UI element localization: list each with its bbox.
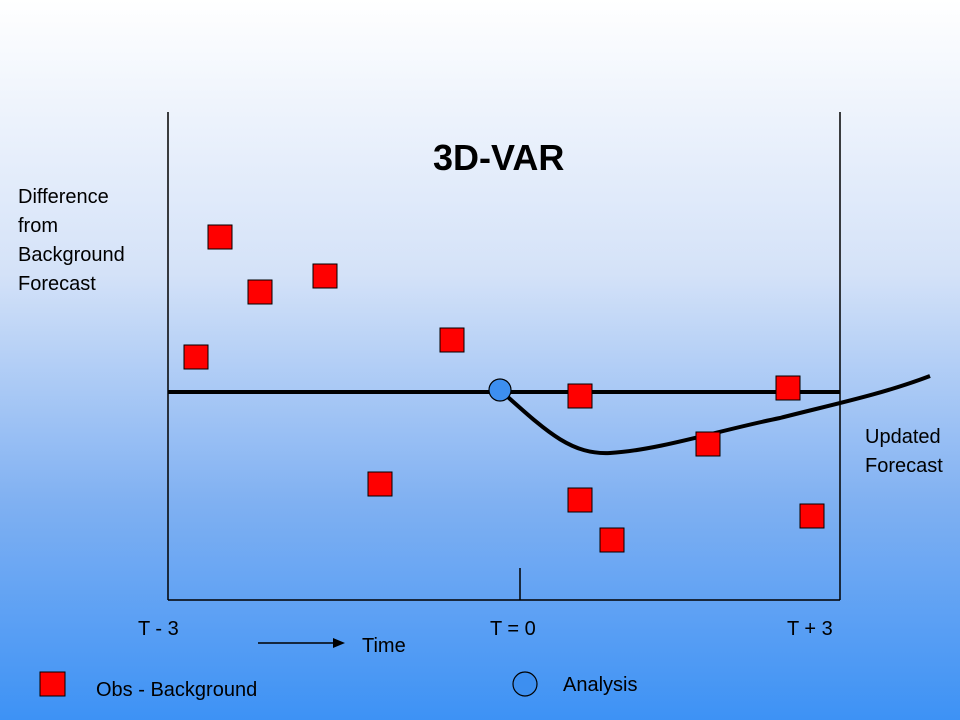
- analysis-point: [488, 378, 512, 402]
- obs-marker: [439, 327, 465, 353]
- y-axis-label-line: Background: [18, 244, 125, 266]
- obs-marker: [567, 487, 593, 513]
- tick-label-t-0: T = 0: [490, 618, 536, 640]
- tick-label-t-minus-3: T - 3: [138, 618, 179, 640]
- legend-analysis-swatch: [512, 671, 538, 697]
- y-axis-label-line: from: [18, 215, 58, 237]
- tick-label-t-plus-3: T + 3: [787, 618, 833, 640]
- time-arrow-head-icon: [333, 638, 345, 648]
- obs-marker: [207, 224, 233, 250]
- obs-marker: [312, 263, 338, 289]
- obs-marker: [775, 375, 801, 401]
- y-axis-label-line: Difference: [18, 186, 109, 208]
- updated-forecast-label-line: Updated: [865, 426, 941, 448]
- legend-obs-label: Obs - Background: [96, 679, 257, 701]
- updated-forecast-label-line: Forecast: [865, 455, 943, 477]
- legend-obs-swatch: [39, 671, 66, 697]
- obs-marker: [599, 527, 625, 553]
- obs-marker: [695, 431, 721, 457]
- diagram-title: 3D-VAR: [433, 137, 564, 178]
- obs-marker: [367, 471, 393, 497]
- time-label: Time: [362, 635, 406, 657]
- obs-marker: [183, 344, 209, 370]
- y-axis-label-line: Forecast: [18, 273, 96, 295]
- legend-analysis-label: Analysis: [563, 674, 637, 696]
- obs-marker: [567, 383, 593, 409]
- obs-marker: [247, 279, 273, 305]
- obs-marker: [799, 503, 825, 529]
